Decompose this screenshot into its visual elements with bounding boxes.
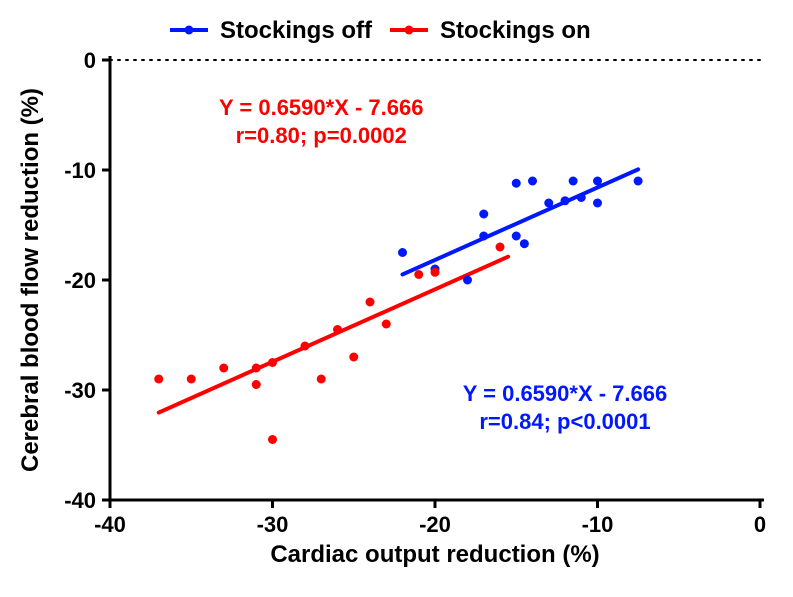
chart-bg (0, 0, 793, 597)
data-point (219, 364, 228, 373)
data-point (414, 270, 423, 279)
data-point (431, 268, 440, 277)
data-point (496, 243, 505, 252)
data-point (463, 276, 472, 285)
chart-svg: -40 -30 -20 -10 0 -40 -30 -20 -10 0 Cardiac output… (0, 0, 793, 597)
data-point (382, 320, 391, 329)
data-point (301, 342, 310, 351)
x-tick-label: -20 (419, 512, 451, 537)
data-point (593, 199, 602, 208)
data-point (154, 375, 163, 384)
data-point (569, 177, 578, 186)
data-point (398, 248, 407, 257)
y-tick-label: 0 (84, 48, 96, 73)
y-tick-label: -30 (64, 378, 96, 403)
annotation-text: r=0.84; p<0.0001 (479, 409, 650, 434)
y-tick-label: -20 (64, 268, 96, 293)
data-point (512, 232, 521, 241)
x-tick-label: -10 (582, 512, 614, 537)
data-point (479, 232, 488, 241)
data-point (252, 364, 261, 373)
data-point (593, 177, 602, 186)
annotation-text: r=0.80; p=0.0002 (236, 123, 407, 148)
data-point (333, 325, 342, 334)
legend-marker (185, 26, 194, 35)
data-point (528, 177, 537, 186)
data-point (187, 375, 196, 384)
data-point (268, 435, 277, 444)
annotation-text: Y = 0.6590*X - 7.666 (219, 95, 423, 120)
data-point (252, 380, 261, 389)
data-point (520, 239, 529, 248)
legend-label: Stockings on (440, 17, 591, 44)
data-point (349, 353, 358, 362)
y-tick-label: -10 (64, 158, 96, 183)
data-point (561, 196, 570, 205)
x-tick-label: 0 (754, 512, 766, 537)
data-point (479, 210, 488, 219)
data-point (268, 358, 277, 367)
data-point (512, 179, 521, 188)
scatter-chart: -40 -30 -20 -10 0 -40 -30 -20 -10 0 Cardiac output… (0, 0, 793, 597)
x-axis-label: Cardiac output reduction (%) (270, 541, 599, 568)
x-tick-label: -30 (257, 512, 289, 537)
y-axis-label: Cerebral blood flow reduction (%) (17, 88, 44, 472)
legend-marker (405, 26, 414, 35)
data-point (317, 375, 326, 384)
data-point (366, 298, 375, 307)
legend-label: Stockings off (220, 17, 373, 44)
y-tick-label: -40 (64, 488, 96, 513)
x-tick-label: -40 (94, 512, 126, 537)
data-point (634, 177, 643, 186)
data-point (577, 193, 586, 202)
data-point (544, 199, 553, 208)
annotation-text: Y = 0.6590*X - 7.666 (463, 381, 667, 406)
